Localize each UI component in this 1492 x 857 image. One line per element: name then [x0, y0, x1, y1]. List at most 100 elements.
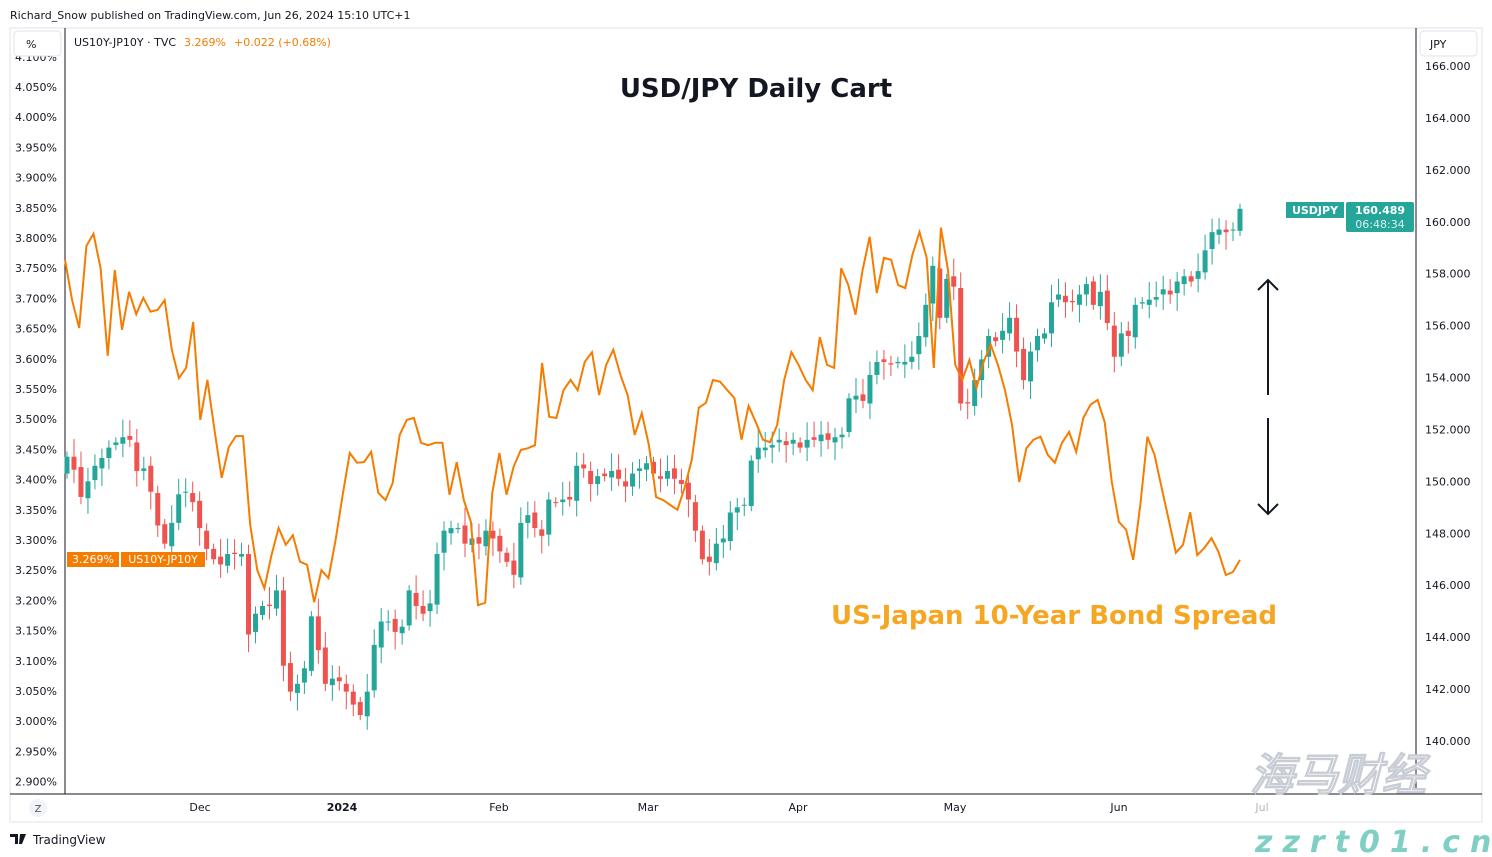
candle-body — [664, 470, 670, 479]
candle — [664, 455, 670, 487]
candle — [602, 468, 608, 482]
candle-body — [1048, 302, 1054, 334]
candle-body — [483, 530, 489, 547]
candle — [888, 355, 894, 376]
candle — [1083, 276, 1089, 306]
candle — [1028, 342, 1034, 400]
candle — [804, 422, 810, 462]
candle — [525, 501, 531, 539]
left-unit-button[interactable]: % — [13, 30, 62, 57]
left-axis-tick: 4.000% — [15, 111, 57, 124]
candle — [280, 576, 286, 682]
candle-body — [1132, 304, 1138, 338]
candle — [350, 684, 356, 717]
candle-body — [790, 439, 796, 444]
candle-body — [364, 691, 370, 717]
candle — [783, 431, 789, 463]
candle-body — [155, 493, 161, 526]
candle — [204, 523, 210, 561]
candle-body — [532, 512, 538, 529]
candle-body — [937, 268, 943, 318]
candle-body — [755, 447, 761, 460]
candle-body — [944, 278, 950, 318]
candle — [99, 448, 105, 487]
right-axis-tick: 146.000 — [1425, 579, 1471, 592]
candle-body — [916, 335, 922, 355]
candle-body — [748, 460, 754, 507]
candle — [685, 473, 691, 518]
spread-line — [64, 227, 1241, 607]
candle — [923, 293, 929, 347]
candle — [329, 665, 335, 701]
left-axis-tick: 3.850% — [15, 202, 57, 215]
candle — [294, 674, 300, 711]
candle-body — [692, 502, 698, 531]
candle-body — [350, 691, 356, 705]
candle — [1062, 282, 1068, 318]
candle-body — [783, 441, 789, 446]
candle — [539, 520, 545, 554]
candle-body — [588, 470, 594, 484]
right-axis-tick: 166.000 — [1425, 60, 1471, 73]
candle — [1042, 328, 1047, 344]
left-axis-tick: 3.400% — [15, 474, 57, 487]
candle-body — [1090, 281, 1096, 305]
candle-body — [225, 554, 231, 566]
candle-body — [127, 435, 133, 440]
candle-body — [651, 461, 656, 474]
candle — [420, 590, 426, 622]
candle-body — [644, 463, 650, 470]
svg-text:USDJPY: USDJPY — [1292, 204, 1339, 217]
candle-body — [602, 473, 608, 477]
candle — [378, 608, 384, 664]
candle — [741, 497, 747, 517]
candle — [1035, 328, 1041, 362]
candle — [483, 519, 489, 556]
candle — [322, 631, 328, 692]
candle-body — [315, 616, 321, 651]
zoom-button[interactable]: Z — [29, 799, 47, 817]
right-unit-button[interactable]: JPY — [1419, 30, 1478, 57]
candle — [1153, 281, 1159, 307]
candle — [176, 478, 182, 531]
candle-body — [1125, 330, 1131, 336]
candle-body — [986, 335, 992, 357]
candle-body — [1153, 297, 1159, 300]
candle-body — [392, 618, 398, 632]
right-axis-tick: 156.000 — [1425, 320, 1471, 333]
left-axis-tick: 3.900% — [15, 172, 57, 185]
candle — [1132, 297, 1138, 349]
candle — [811, 421, 817, 448]
tradingview-logo: TradingView — [10, 833, 106, 847]
candle-body — [511, 560, 517, 575]
candle-body — [239, 554, 245, 557]
candle-body — [441, 530, 447, 553]
candle — [1195, 253, 1201, 293]
candle — [141, 456, 147, 481]
candle — [839, 427, 845, 449]
candle — [343, 674, 349, 710]
left-axis-tick: 3.800% — [15, 232, 57, 245]
candle — [790, 432, 796, 456]
candle — [406, 585, 412, 631]
svg-text:海马财经: 海马财经 — [1250, 750, 1431, 801]
candle — [546, 492, 552, 547]
candle-body — [1028, 351, 1034, 382]
candle-body — [78, 467, 84, 497]
candle-body — [448, 528, 454, 534]
candle — [336, 665, 342, 691]
right-axis-tick: 150.000 — [1425, 475, 1471, 488]
candle-body — [1181, 276, 1187, 285]
candle-body — [1216, 229, 1222, 235]
candle — [1230, 222, 1236, 241]
candle — [308, 611, 314, 677]
right-axis-tick: 154.000 — [1425, 372, 1471, 385]
candle-body — [734, 507, 740, 513]
candle — [448, 520, 454, 545]
candle-body — [280, 590, 286, 666]
candle-body — [1042, 333, 1047, 339]
candle-body — [406, 590, 412, 626]
candle-body — [287, 663, 293, 692]
candle-body — [357, 702, 363, 715]
candle-body — [85, 481, 91, 499]
